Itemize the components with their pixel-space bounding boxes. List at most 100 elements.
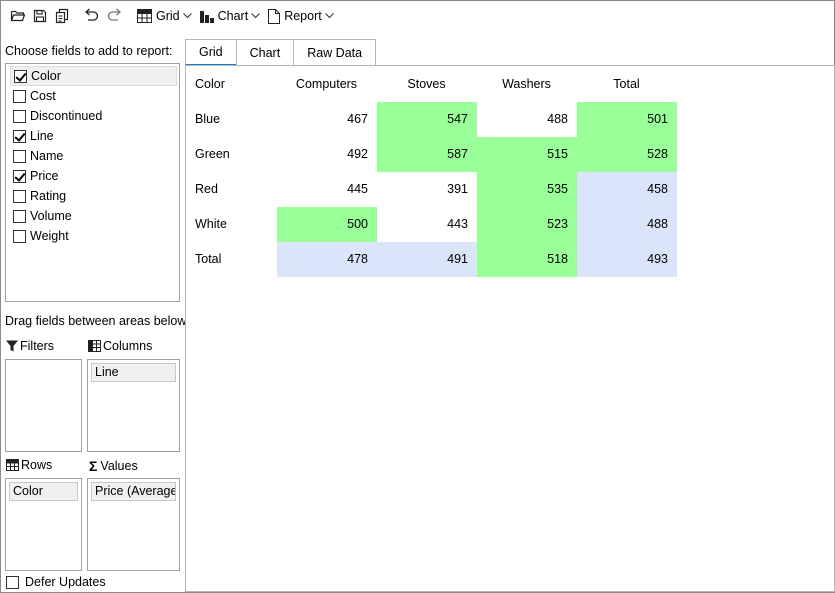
table-icon [6, 459, 19, 471]
table-cell[interactable]: 501 [576, 101, 677, 137]
field-list: Color Cost Discontinued Line Name Price … [5, 63, 180, 302]
field-checkbox[interactable] [13, 189, 26, 203]
field-item-weight[interactable]: Weight [10, 226, 177, 246]
values-area-header: Σ Values [89, 458, 138, 474]
field-checkbox[interactable] [13, 109, 26, 123]
tab-chart[interactable]: Chart [235, 39, 295, 66]
column-header[interactable]: Total [613, 77, 640, 91]
tabstrip: Grid Chart Raw Data [185, 39, 377, 66]
report-dropdown[interactable]: Report [264, 5, 338, 27]
field-item-rating[interactable]: Rating [10, 186, 177, 206]
grid-icon [137, 9, 152, 23]
table-cell[interactable]: 467 [276, 101, 377, 137]
table-icon [88, 340, 101, 352]
field-label: Weight [30, 229, 69, 243]
document-icon [268, 8, 281, 24]
rows-area-header: Rows [6, 458, 52, 472]
rows-chip-color[interactable]: Color [9, 482, 78, 501]
field-item-volume[interactable]: Volume [10, 206, 177, 226]
defer-updates-checkbox[interactable] [6, 575, 19, 589]
columns-chip-line[interactable]: Line [91, 363, 176, 382]
column-header[interactable]: Washers [502, 77, 551, 91]
pivot-grid: Color Computers Stoves Washers Total Blu… [186, 66, 677, 277]
tab-raw-data[interactable]: Raw Data [293, 39, 377, 66]
open-folder-icon[interactable] [7, 5, 29, 27]
column-header[interactable]: Stoves [407, 77, 446, 91]
columns-area-title: Columns [103, 339, 153, 353]
save-icon[interactable] [29, 5, 51, 27]
field-item-cost[interactable]: Cost [10, 86, 177, 106]
undo-icon[interactable] [79, 5, 103, 27]
columns-drop-area[interactable]: Line [87, 359, 180, 452]
row-header[interactable]: White [186, 206, 277, 242]
field-label: Volume [30, 209, 72, 223]
table-cell[interactable]: 547 [376, 101, 477, 137]
field-label: Rating [30, 189, 67, 203]
field-item-discontinued[interactable]: Discontinued [10, 106, 177, 126]
row-header[interactable]: Total [186, 241, 277, 277]
table-cell[interactable]: 518 [476, 241, 577, 277]
table-cell[interactable]: 493 [576, 241, 677, 277]
table-cell[interactable]: 587 [376, 136, 477, 172]
field-checkbox[interactable] [13, 149, 26, 163]
table-row: Green 492 587 515 528 [186, 136, 677, 172]
field-label: Price [30, 169, 59, 183]
report-dropdown-label: Report [284, 9, 322, 23]
values-drop-area[interactable]: Price (Average) [87, 478, 180, 571]
table-cell[interactable]: 488 [576, 206, 677, 242]
copy-icon[interactable] [51, 5, 73, 27]
filter-icon [6, 340, 18, 352]
field-checkbox[interactable] [13, 169, 26, 183]
table-row: Red 445 391 535 458 [186, 171, 677, 207]
row-header[interactable]: Blue [186, 101, 277, 137]
field-checkbox[interactable] [13, 129, 26, 143]
field-item-color[interactable]: Color [10, 66, 177, 86]
table-row: White 500 443 523 488 [186, 206, 677, 242]
field-label: Discontinued [30, 109, 103, 123]
table-cell[interactable]: 391 [376, 171, 477, 207]
table-cell[interactable]: 515 [476, 136, 577, 172]
defer-updates-label: Defer Updates [25, 575, 106, 589]
row-header[interactable]: Red [186, 171, 277, 207]
table-cell[interactable]: 491 [376, 241, 477, 277]
row-header[interactable]: Green [186, 136, 277, 172]
table-cell[interactable]: 500 [276, 206, 377, 242]
values-area-title: Values [100, 459, 138, 473]
field-item-price[interactable]: Price [10, 166, 177, 186]
chevron-down-icon [324, 13, 334, 19]
tab-grid[interactable]: Grid [185, 39, 237, 66]
table-cell[interactable]: 443 [376, 206, 477, 242]
field-label: Name [30, 149, 64, 163]
chevron-down-icon [182, 13, 192, 19]
values-chip-price-average[interactable]: Price (Average) [91, 482, 176, 501]
filters-drop-area[interactable] [5, 359, 82, 452]
field-label: Line [30, 129, 54, 143]
chart-dropdown-label: Chart [217, 9, 249, 23]
field-checkbox[interactable] [13, 209, 26, 223]
table-cell[interactable]: 488 [476, 101, 577, 137]
table-cell[interactable]: 523 [476, 206, 577, 242]
field-checkbox[interactable] [13, 229, 26, 243]
table-row: Blue 467 547 488 501 [186, 101, 677, 137]
redo-icon[interactable] [103, 5, 127, 27]
field-item-line[interactable]: Line [10, 126, 177, 146]
field-label: Color [31, 69, 61, 83]
table-cell[interactable]: 535 [476, 171, 577, 207]
field-label: Cost [30, 89, 56, 103]
columns-area-header: Columns [88, 339, 152, 353]
table-cell[interactable]: 478 [276, 241, 377, 277]
field-checkbox[interactable] [14, 69, 27, 83]
table-cell[interactable]: 492 [276, 136, 377, 172]
grid-dropdown-label: Grid [156, 9, 180, 23]
defer-updates[interactable]: Defer Updates [5, 575, 106, 589]
table-cell[interactable]: 528 [576, 136, 677, 172]
rows-drop-area[interactable]: Color [5, 478, 82, 571]
rows-area-title: Rows [21, 458, 53, 472]
chart-dropdown[interactable]: Chart [196, 5, 265, 27]
field-checkbox[interactable] [13, 89, 26, 103]
field-item-name[interactable]: Name [10, 146, 177, 166]
table-cell[interactable]: 445 [276, 171, 377, 207]
table-cell[interactable]: 458 [576, 171, 677, 207]
grid-dropdown[interactable]: Grid [133, 5, 196, 27]
column-header[interactable]: Computers [295, 77, 358, 91]
